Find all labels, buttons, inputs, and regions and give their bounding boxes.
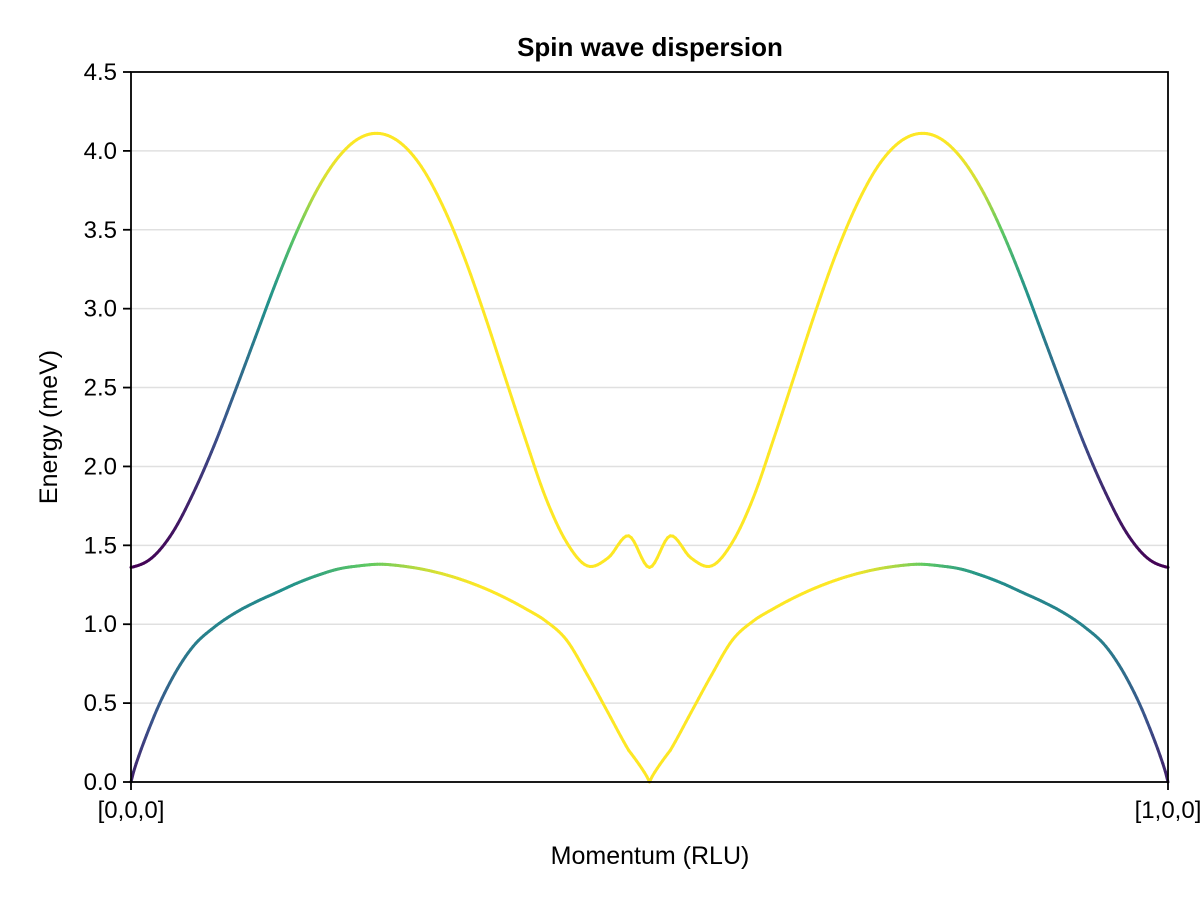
y-tick-label: 0.0 <box>84 769 117 796</box>
x-axis-ticks: [0,0,0] [1,0,0] <box>98 782 1200 824</box>
y-axis-label: Energy (meV) <box>35 350 63 504</box>
y-tick-label: 0.5 <box>84 690 117 717</box>
plot-frame <box>130 71 1169 783</box>
series-line-lower <box>129 562 1170 784</box>
y-tick-label: 3.5 <box>84 217 117 244</box>
x-tick-label: [1,0,0] <box>1135 797 1200 824</box>
y-tick-label: 1.5 <box>84 532 117 559</box>
y-tick-label: 4.0 <box>84 138 117 165</box>
grid-lines <box>131 150 1168 704</box>
series-layer <box>129 131 1170 784</box>
y-tick-label: 2.0 <box>84 453 117 480</box>
y-axis-ticks: 0.0 0.5 1.0 1.5 2.0 2.5 3.0 3.5 4.0 4.5 <box>84 59 131 796</box>
x-tick-label: [0,0,0] <box>98 797 165 824</box>
y-tick-label: 3.0 <box>84 296 117 323</box>
chart-title: Spin wave dispersion <box>517 32 783 62</box>
y-tick-label: 4.5 <box>84 59 117 86</box>
y-tick-label: 2.5 <box>84 375 117 402</box>
y-tick-label: 1.0 <box>84 611 117 638</box>
series-line-upper <box>129 131 1170 569</box>
x-axis-label: Momentum (RLU) <box>551 842 750 870</box>
